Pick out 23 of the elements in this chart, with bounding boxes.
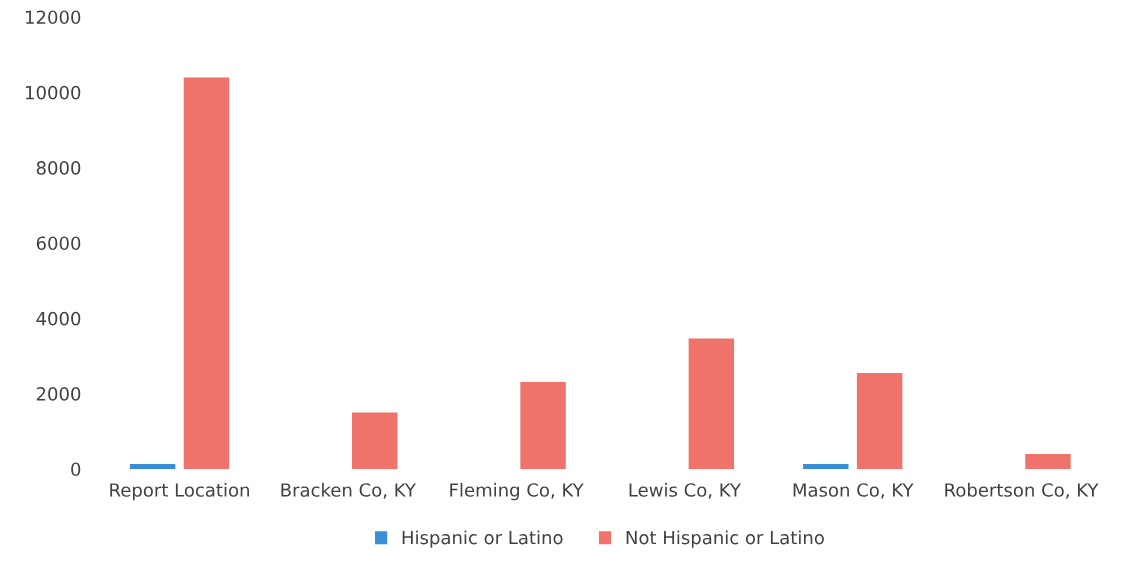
bar — [856, 372, 903, 469]
y-tick-label: 10000 — [26, 85, 81, 100]
bar — [803, 464, 849, 469]
y-tick-label: 6000 — [36, 236, 81, 251]
x-tick-label: Bracken Co, KY — [281, 482, 416, 499]
x-tick-label: Report Location — [110, 482, 249, 501]
x-tick-label: Lewis Co, KY — [629, 482, 742, 499]
x-tick-label: Mason Co, KY — [793, 483, 914, 499]
bar — [688, 338, 735, 469]
bar — [352, 412, 398, 469]
bar — [183, 77, 230, 469]
bar — [1025, 453, 1071, 469]
legend-label: Not Hispanic or Latino — [626, 530, 824, 548]
x-tick-label: Fleming Co, KY — [450, 482, 584, 501]
bar — [520, 381, 566, 469]
bar — [129, 464, 176, 469]
y-tick-label: 8000 — [36, 161, 81, 175]
y-tick-label: 2000 — [36, 387, 81, 401]
y-tick-label: 0 — [71, 462, 81, 477]
legend-label: Hispanic or Latino — [402, 530, 563, 548]
y-tick-label: 4000 — [36, 311, 81, 326]
x-tick-label: Robertson Co, KY — [945, 482, 1099, 499]
y-tick-label: 12000 — [26, 10, 81, 25]
